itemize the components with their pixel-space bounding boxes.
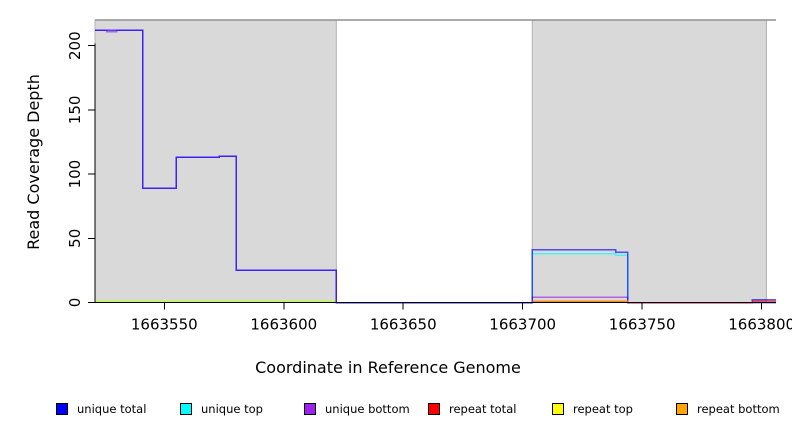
y-tick-label: 200 [66, 31, 84, 60]
legend-swatch-icon [552, 403, 564, 415]
legend-label: repeat top [573, 402, 633, 416]
legend-swatch-icon [304, 403, 316, 415]
legend-label: repeat bottom [697, 402, 780, 416]
shaded-region-left [94, 19, 337, 303]
legend-item-unique-top: unique top [180, 399, 263, 419]
legend-item-repeat-top: repeat top [552, 399, 633, 419]
x-tick-label: 1663600 [250, 316, 317, 334]
series-line-unique-total [95, 29, 776, 304]
legend-item-repeat-total: repeat total [428, 399, 516, 419]
legend-swatch-icon [428, 403, 440, 415]
legend-label: repeat total [449, 402, 517, 416]
y-tick-label: 50 [66, 229, 84, 248]
x-axis-title: Coordinate in Reference Genome [255, 358, 521, 377]
x-tick-label: 1663650 [370, 316, 437, 334]
legend-label: unique bottom [325, 402, 410, 416]
x-tick-label: 1663800 [728, 316, 792, 334]
legend: unique total unique top unique bottom repea… [0, 399, 792, 421]
shaded-region-right [531, 19, 767, 303]
legend-item-unique-total: unique total [56, 399, 146, 419]
legend-item-unique-bottom: unique bottom [304, 399, 410, 419]
y-tick-label: 100 [66, 160, 84, 189]
y-tick-label: 150 [66, 96, 84, 125]
legend-item-repeat-bottom: repeat bottom [676, 399, 780, 419]
x-tick-label: 1663700 [489, 316, 556, 334]
legend-swatch-icon [676, 403, 688, 415]
legend-swatch-icon [180, 403, 192, 415]
legend-label: unique total [77, 402, 147, 416]
y-tick-label: 0 [66, 298, 84, 308]
y-axis-title: Read Coverage Depth [24, 74, 43, 250]
legend-swatch-icon [56, 403, 68, 415]
x-tick-label: 1663550 [131, 316, 198, 334]
x-tick-label: 1663750 [609, 316, 676, 334]
legend-label: unique top [201, 402, 263, 416]
